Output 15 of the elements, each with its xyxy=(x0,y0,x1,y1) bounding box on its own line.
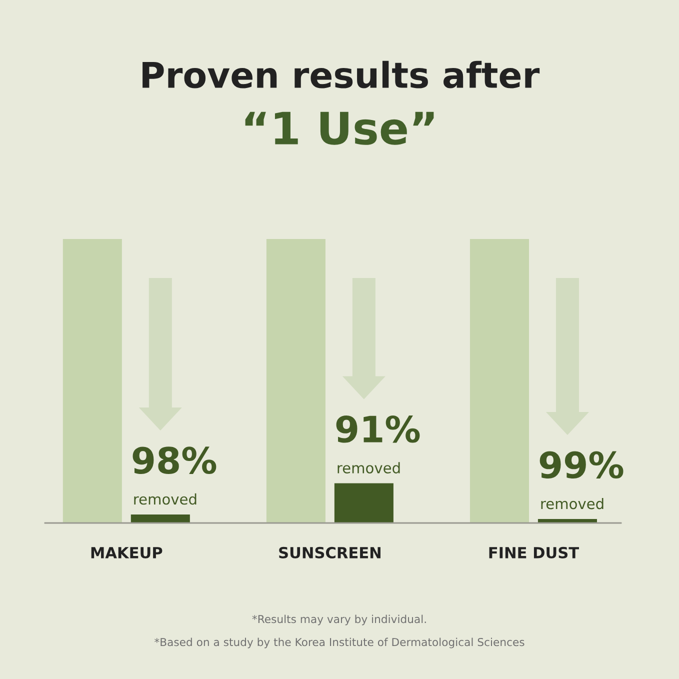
bar xyxy=(130,514,190,523)
x-tick-label: MAKEUP xyxy=(91,547,162,558)
annotation: 98% removed xyxy=(132,446,216,505)
text: *Results may vary by individual. xyxy=(252,614,426,626)
x-tick-label: SUNSCREEN xyxy=(279,546,380,558)
bar xyxy=(470,239,530,523)
chart-title: Proven results after xyxy=(142,60,540,88)
annotation: 99% removed xyxy=(540,451,624,510)
bar xyxy=(266,239,326,523)
text: *Based on a study by the Korea Institute of Dermatological Sciences xyxy=(154,638,524,648)
bar xyxy=(334,483,394,523)
chart-subtitle: “1 Use” xyxy=(245,112,434,145)
bar xyxy=(62,239,122,523)
x-tick-label: FINE DUST xyxy=(489,546,579,558)
annotation: 91% removed xyxy=(336,415,420,474)
